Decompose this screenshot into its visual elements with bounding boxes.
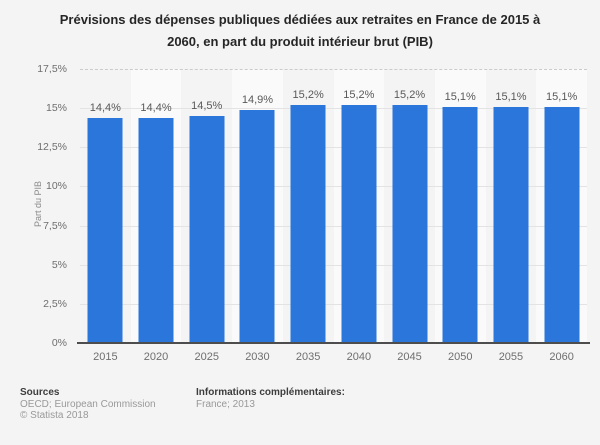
bar-column-2050: 15,1% 2050: [435, 69, 486, 363]
bar-value-label: 15,1%: [546, 90, 578, 103]
sources-heading: Sources: [20, 387, 60, 398]
y-tick-label: 17,5%: [37, 63, 67, 75]
bar-column-2025: 14,5% 2025: [181, 69, 232, 363]
bar-2015: [87, 117, 123, 343]
x-tick-label: 2050: [447, 351, 473, 363]
plot-area: 14,4% 2015 14,4% 2020 14,5% 2025 14,9% 2030 15,2…: [77, 69, 590, 363]
bar-2035: [290, 105, 326, 343]
bar-value-label: 14,5%: [191, 99, 223, 112]
bar-column-2035: 15,2% 2035: [283, 69, 334, 363]
x-tick-label: 2045: [397, 351, 422, 363]
bar-value-label: 15,2%: [292, 89, 324, 102]
bar-2030: [239, 109, 275, 343]
bar-value-label: 15,2%: [393, 89, 426, 102]
y-tick-label: 2,5%: [43, 297, 67, 310]
bar-2055: [493, 106, 529, 343]
bar-column-2015: 14,4% 2015: [80, 69, 131, 363]
bar-value-label: 14,9%: [241, 93, 274, 106]
gridline: [80, 147, 587, 149]
bar-2050: [442, 106, 478, 343]
bar-2025: [189, 115, 225, 343]
bar-column-2055: 15,1% 2055: [486, 69, 537, 363]
y-tick-label: 0%: [51, 337, 67, 349]
y-tick-label: 15%: [45, 102, 67, 115]
y-tick-label: 12,5%: [37, 141, 67, 154]
copyright-text: © Statista 2018: [20, 410, 89, 421]
x-tick-label: 2020: [143, 351, 169, 363]
additional-info-text: France; 2013: [196, 399, 255, 410]
bar-2040: [341, 105, 377, 343]
bar-2020: [138, 117, 174, 343]
gridline: [80, 69, 587, 70]
additional-info-block: Informations complémentaires: France; 20…: [196, 387, 345, 410]
y-tick-label: 5%: [51, 258, 67, 271]
bar-column-2030: 14,9% 2030: [232, 69, 283, 363]
x-tick-label: 2015: [93, 351, 118, 363]
sources-block: Sources OECD; European Commission © Stat…: [20, 387, 156, 421]
gridline: [80, 108, 587, 110]
x-tick-label: 2030: [245, 351, 270, 363]
gridline: [80, 225, 587, 227]
y-tick-label: 10%: [45, 180, 67, 193]
x-tick-label: 2025: [194, 351, 219, 363]
x-tick-label: 2055: [498, 351, 524, 363]
gridline: [80, 186, 587, 188]
bar-2060: [544, 106, 580, 343]
additional-info-heading: Informations complémentaires:: [196, 387, 345, 398]
sources-text: OECD; European Commission: [20, 399, 156, 410]
bar-value-label: 15,1%: [444, 90, 476, 103]
gridline: [80, 303, 587, 305]
bar-2045: [392, 105, 428, 343]
bar-column-2020: 14,4% 2020: [131, 69, 182, 363]
x-tick-label: 2035: [295, 351, 321, 363]
gridline: [80, 264, 587, 266]
bar-value-label: 15,1%: [495, 90, 527, 103]
y-axis-title: Part du PIB: [33, 180, 43, 228]
bar-value-label: 14,4%: [89, 101, 121, 114]
y-tick-label: 7,5%: [43, 219, 67, 232]
chart-title: Prévisions des dépenses publiques dédiée…: [59, 12, 541, 49]
bar-column-2040: 15,2% 2040: [334, 69, 385, 363]
bar-value-label: 14,4%: [140, 101, 172, 114]
bar-column-2060: 15,1% 2060: [536, 69, 587, 363]
bar-value-label: 15,2%: [343, 89, 375, 102]
bar-column-2045: 15,2% 2045: [384, 69, 435, 363]
x-tick-label: 2060: [549, 351, 574, 363]
x-tick-label: 2040: [346, 351, 372, 363]
x-axis-baseline: [77, 342, 590, 344]
